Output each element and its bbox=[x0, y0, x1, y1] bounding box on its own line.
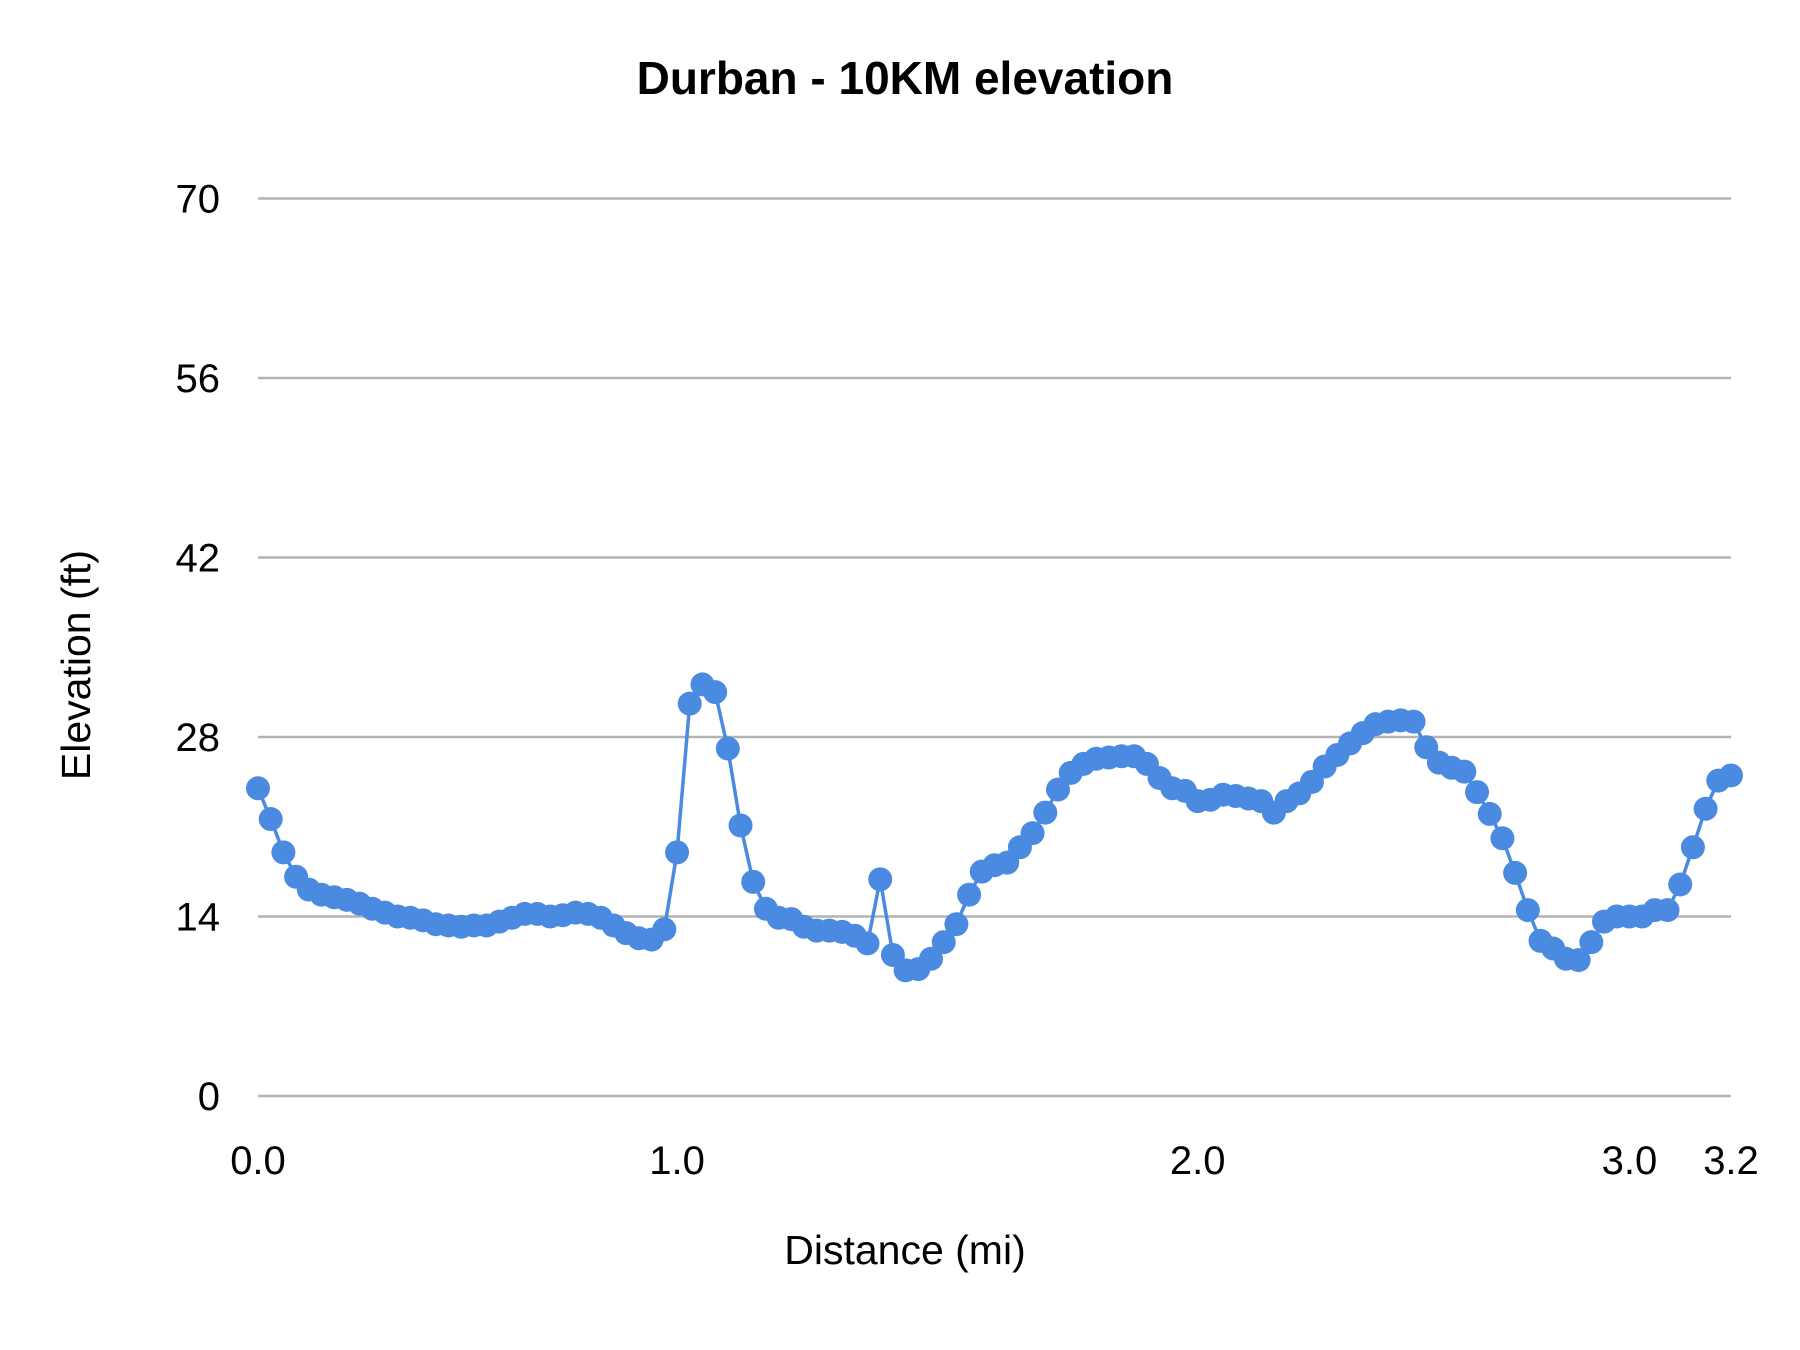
data-point bbox=[246, 776, 270, 801]
y-tick-label: 56 bbox=[176, 357, 221, 401]
x-tick-label: 3.0 bbox=[1602, 1139, 1658, 1183]
data-point bbox=[1465, 780, 1490, 805]
data-point bbox=[855, 931, 880, 956]
data-point bbox=[1401, 709, 1426, 734]
x-axis-title: Distance (mi) bbox=[784, 1227, 1025, 1273]
data-point bbox=[703, 680, 728, 705]
data-point bbox=[258, 807, 283, 832]
data-point bbox=[1693, 796, 1718, 821]
data-point bbox=[677, 691, 702, 716]
y-axis-title: Elevation (ft) bbox=[53, 550, 99, 780]
data-point bbox=[1515, 898, 1540, 923]
data-point bbox=[1020, 821, 1045, 846]
y-tick-label: 0 bbox=[198, 1075, 220, 1119]
data-point bbox=[868, 867, 893, 892]
chart-title: Durban - 10KM elevation bbox=[637, 52, 1174, 104]
x-tick-label: 1.0 bbox=[649, 1139, 705, 1183]
data-point bbox=[665, 840, 690, 865]
data-point bbox=[1719, 763, 1743, 788]
data-point bbox=[1033, 800, 1058, 825]
data-point bbox=[741, 869, 766, 894]
y-tick-label: 28 bbox=[176, 716, 221, 760]
data-point bbox=[1045, 777, 1070, 802]
data-point bbox=[1477, 801, 1502, 826]
y-tick-label: 14 bbox=[176, 896, 221, 940]
x-tick-label: 2.0 bbox=[1170, 1139, 1226, 1183]
data-point bbox=[957, 882, 982, 907]
data-point bbox=[944, 912, 969, 937]
data-point bbox=[919, 946, 944, 971]
data-point bbox=[1680, 835, 1705, 860]
y-axis-ticks: 0 14 28 42 56 70 bbox=[176, 178, 221, 1120]
y-tick-label: 70 bbox=[176, 178, 221, 222]
data-point bbox=[715, 736, 740, 761]
data-point bbox=[728, 813, 753, 838]
data-point bbox=[1503, 860, 1528, 885]
data-point bbox=[1579, 930, 1604, 955]
gridlines bbox=[258, 197, 1731, 1098]
y-tick-label: 42 bbox=[176, 537, 221, 581]
data-point bbox=[652, 917, 677, 942]
data-point bbox=[1668, 872, 1693, 897]
x-tick-label: 0.0 bbox=[230, 1139, 286, 1183]
elevation-series bbox=[246, 672, 1743, 983]
data-point bbox=[931, 930, 956, 955]
data-point bbox=[1655, 898, 1680, 923]
data-point bbox=[1452, 759, 1477, 784]
data-point bbox=[1566, 948, 1591, 973]
x-axis-ticks: 0.0 1.0 2.0 3.0 3.2 bbox=[230, 1139, 1759, 1183]
x-tick-label: 3.2 bbox=[1703, 1139, 1759, 1183]
data-point bbox=[271, 840, 296, 865]
data-point bbox=[1490, 826, 1515, 851]
